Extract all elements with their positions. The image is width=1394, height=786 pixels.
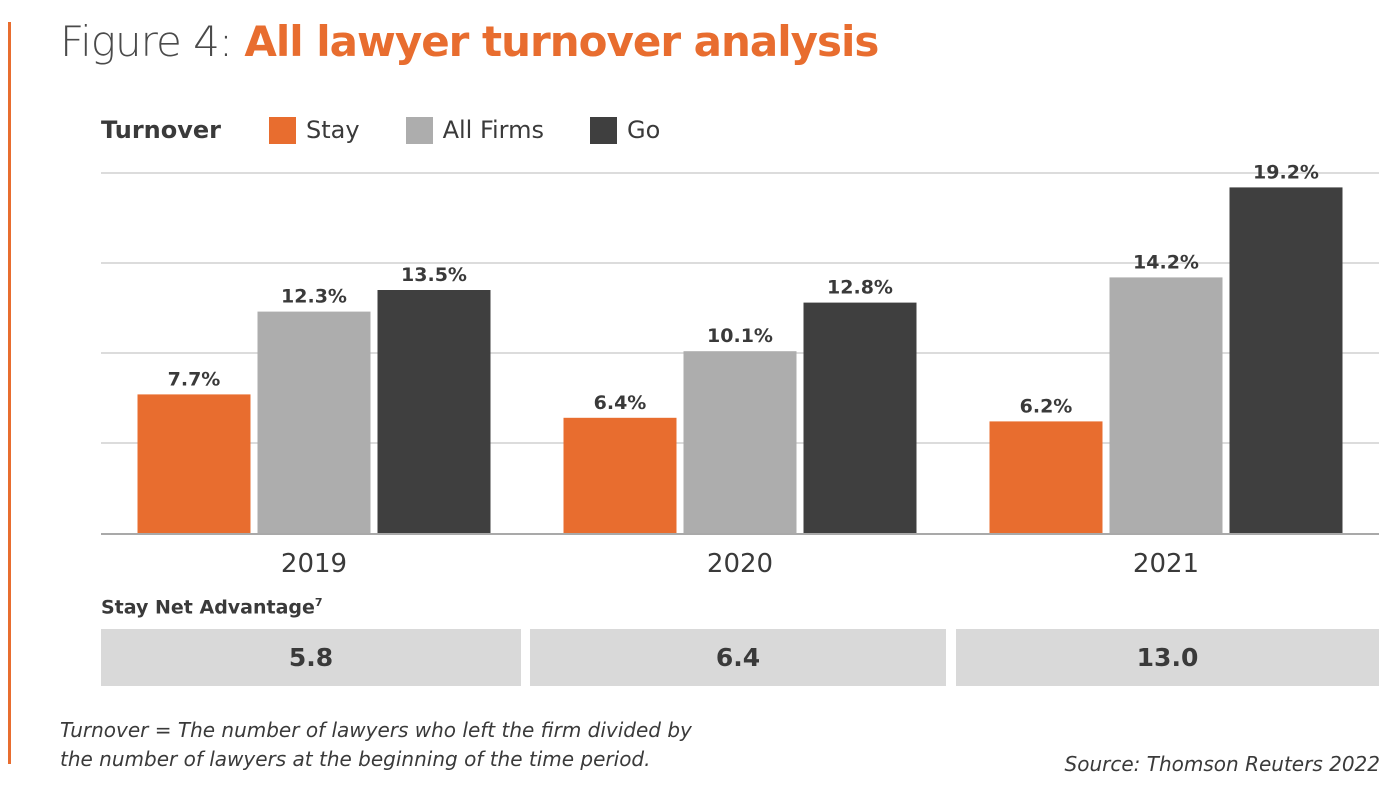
note-line-1: Turnover = The number of lawyers who lef… bbox=[60, 718, 692, 742]
data-label: 13.5% bbox=[401, 264, 467, 286]
bar-all-firms-2021 bbox=[1109, 277, 1223, 533]
data-label: 7.7% bbox=[168, 368, 221, 390]
footnote-marker: 7 bbox=[314, 596, 323, 609]
x-tick-label: 2019 bbox=[281, 549, 347, 579]
legend-swatch-stay bbox=[269, 116, 296, 144]
legend-label-go: Go bbox=[627, 116, 661, 144]
legend-swatch-go bbox=[590, 116, 617, 144]
legend-label-stay: Stay bbox=[306, 116, 360, 144]
data-label: 6.4% bbox=[594, 392, 647, 414]
note-line-2: the number of lawyers at the beginning o… bbox=[60, 747, 651, 771]
legend-item-go: Go bbox=[590, 116, 660, 144]
x-tick-label: 2020 bbox=[707, 549, 773, 579]
accent-rule bbox=[8, 22, 11, 764]
bar-stay-2021 bbox=[989, 421, 1103, 533]
figure-title: Figure 4: All lawyer turnover analysis bbox=[60, 14, 879, 70]
legend-item-stay: Stay bbox=[269, 116, 360, 144]
advantage-label-text: Stay Net Advantage bbox=[101, 596, 315, 619]
x-tick-label: 2021 bbox=[1133, 549, 1199, 579]
advantage-2019: 5.8 bbox=[101, 629, 521, 686]
figure-title-text: All lawyer turnover analysis bbox=[244, 17, 879, 66]
data-label: 6.2% bbox=[1020, 395, 1073, 417]
figure-number: Figure 4: bbox=[60, 17, 245, 66]
bar-go-2021 bbox=[1229, 187, 1343, 533]
bar-go-2019 bbox=[377, 290, 491, 533]
legend-item-all-firms: All Firms bbox=[405, 116, 544, 144]
bar-stay-2020 bbox=[563, 417, 677, 533]
advantage-2020: 6.4 bbox=[530, 629, 946, 686]
data-label: 19.2% bbox=[1253, 161, 1319, 183]
legend-swatch-all-firms bbox=[405, 116, 433, 144]
bar-all-firms-2020 bbox=[683, 351, 797, 533]
bar-chart: 7.7% 12.3% 13.5% 2019 6.4% 10.1% 12.8% 2020 6.2%… bbox=[101, 161, 1379, 579]
bar-stay-2019 bbox=[137, 394, 251, 533]
turnover-definition: Turnover = The number of lawyers who lef… bbox=[60, 716, 692, 774]
data-label: 12.3% bbox=[281, 286, 347, 308]
source-credit: Source: Thomson Reuters 2022 bbox=[1064, 752, 1380, 776]
bar-go-2020 bbox=[803, 302, 917, 533]
data-label: 14.2% bbox=[1133, 251, 1199, 273]
advantage-label: Stay Net Advantage7 bbox=[101, 596, 323, 618]
data-label: 10.1% bbox=[707, 325, 773, 347]
advantage-2021: 13.0 bbox=[956, 629, 1379, 686]
bar-all-firms-2019 bbox=[257, 311, 371, 533]
data-label: 12.8% bbox=[827, 277, 893, 299]
legend-label-all-firms: All Firms bbox=[442, 116, 544, 144]
legend: Turnover Stay All Firms Go bbox=[101, 112, 706, 148]
legend-title: Turnover bbox=[101, 116, 221, 144]
